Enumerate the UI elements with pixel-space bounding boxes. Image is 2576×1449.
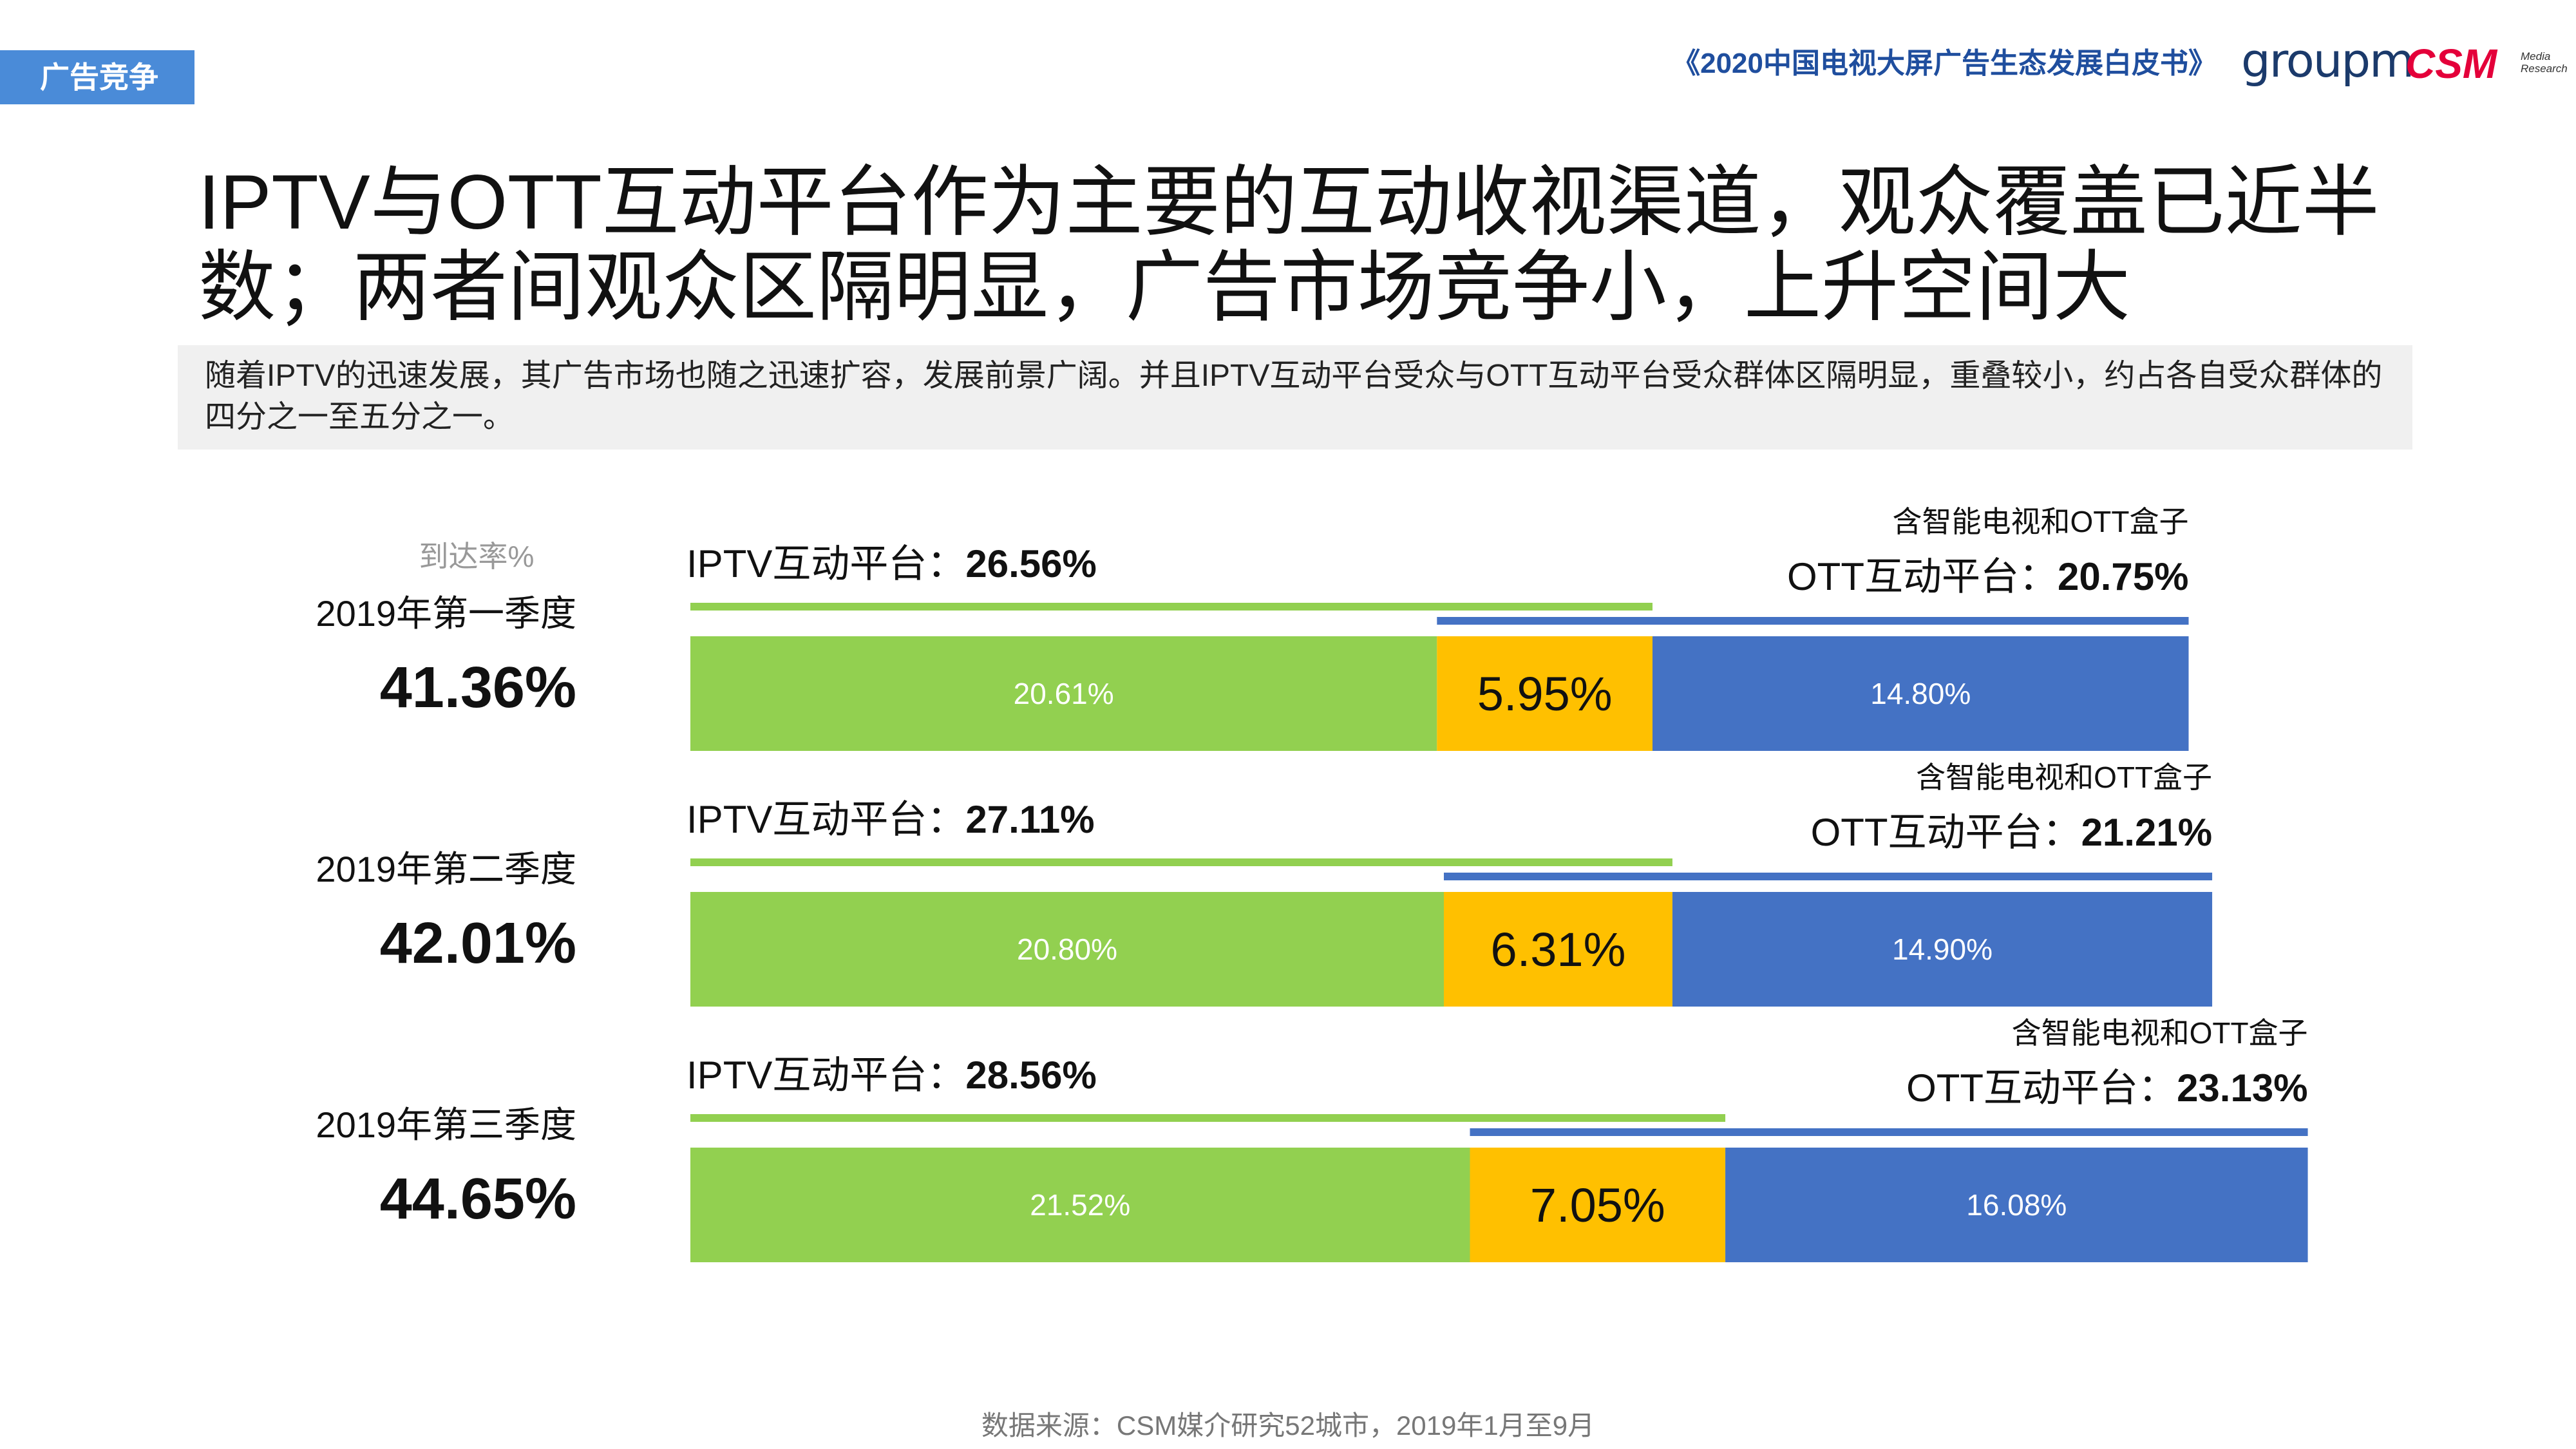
bar-segment-iptv_only [690, 892, 1444, 1007]
iptv-bracket-line [690, 1114, 1726, 1122]
ott-note-label: 含智能电视和OTT盒子 [2012, 1016, 2308, 1050]
bar-segment-overlap [1437, 636, 1653, 751]
ott-note-label: 含智能电视和OTT盒子 [1916, 761, 2212, 794]
bar-segment-overlap [1470, 1148, 1726, 1262]
ott-bracket-line [1437, 617, 2189, 625]
ott-bracket-line [1470, 1128, 2308, 1136]
category-label: 2019年第二季度 [316, 849, 576, 889]
ott-bracket-line [1444, 873, 2213, 880]
summary-text: 随着IPTV的迅速发展，其广告市场也随之迅速扩容，发展前景广阔。并且IPTV互动… [205, 359, 2383, 434]
summary-box: 随着IPTV的迅速发展，其广告市场也随之迅速扩容，发展前景广阔。并且IPTV互动… [178, 345, 2412, 450]
iptv-platform-label: IPTV互动平台：26.56% [687, 542, 1097, 585]
bar-segment-overlap [1444, 892, 1672, 1007]
category-label: 2019年第三季度 [316, 1104, 576, 1145]
bar-segment-ott_only [1725, 1148, 2308, 1262]
segment-value-label: 5.95% [1477, 667, 1613, 721]
page-headline: IPTV与OTT互动平台作为主要的互动收视渠道，观众覆盖已近半数；两者间观众区隔… [198, 159, 2380, 330]
iptv-platform-label: IPTV互动平台：27.11% [687, 798, 1095, 841]
bar-segment-iptv_only [690, 636, 1437, 751]
segment-value-label: 7.05% [1530, 1179, 1665, 1232]
segment-value-label: 21.52% [1030, 1188, 1130, 1222]
bar-segment-ott_only [1672, 892, 2213, 1007]
segment-value-label: 14.90% [1892, 933, 1993, 966]
data-source: 数据来源：CSM媒介研究52城市，2019年1月至9月 [981, 1410, 1595, 1441]
category-label: 2019年第一季度 [316, 593, 576, 634]
bar-segment-iptv_only [690, 1148, 1470, 1262]
bar-segment-ott_only [1653, 636, 2189, 751]
segment-value-label: 20.80% [1017, 933, 1117, 966]
ott-platform-label: OTT互动平台：21.21% [1811, 811, 2212, 854]
csm-logo-subtitle: Media Research [2521, 50, 2568, 75]
total-reach-value: 42.01% [380, 911, 576, 976]
iptv-bracket-line [690, 603, 1653, 611]
segment-value-label: 14.80% [1870, 677, 1971, 710]
report-title: 《2020中国电视大屏广告生态发展白皮书》 [1672, 48, 2217, 79]
groupm-logo: groupm [2241, 33, 2414, 88]
ott-platform-label: OTT互动平台：23.13% [1906, 1066, 2307, 1110]
total-reach-value: 41.36% [380, 656, 576, 720]
total-reach-value: 44.65% [380, 1167, 576, 1231]
section-tag: 广告竞争 [0, 50, 194, 104]
iptv-bracket-line [690, 858, 1672, 866]
reach-rate-label: 到达率% [419, 540, 535, 573]
segment-value-label: 6.31% [1491, 923, 1626, 976]
ott-platform-label: OTT互动平台：20.75% [1787, 555, 2188, 598]
segment-value-label: 16.08% [1966, 1188, 2067, 1222]
csm-logo: CSM [2405, 41, 2497, 87]
ott-note-label: 含智能电视和OTT盒子 [1893, 505, 2189, 538]
segment-value-label: 20.61% [1014, 677, 1114, 710]
iptv-platform-label: IPTV互动平台：28.56% [687, 1054, 1097, 1097]
